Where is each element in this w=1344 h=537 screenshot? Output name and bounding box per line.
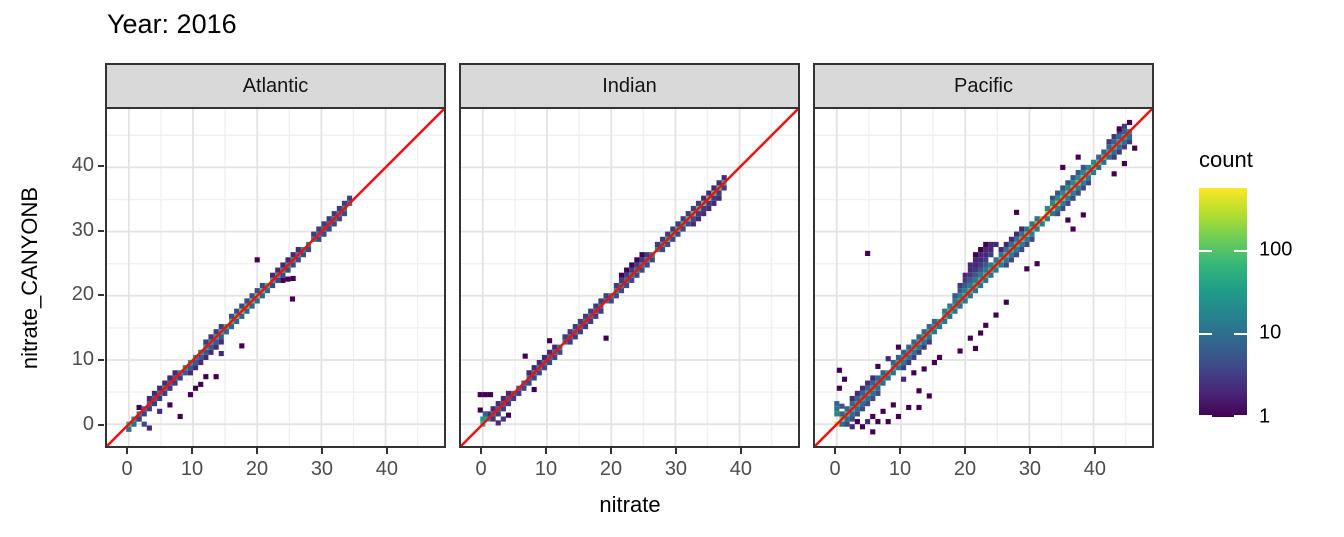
y-tick-label: 40	[71, 153, 94, 176]
facet-strip-indian: Indian	[459, 63, 800, 109]
x-tick-label: 0	[475, 458, 487, 480]
y-tick-mark	[98, 294, 104, 297]
y-tick-label: 20	[71, 283, 94, 306]
y-tick-label: 0	[82, 412, 94, 435]
legend-tick-label: 10	[1259, 321, 1282, 344]
panel-indian	[459, 107, 800, 448]
panel-plot-area	[461, 109, 798, 446]
legend-tick-mark	[1234, 415, 1247, 417]
legend-tick-mark	[1234, 333, 1247, 336]
x-tick-mark	[191, 448, 194, 454]
x-tick-mark	[963, 448, 966, 454]
x-tick-label: 0	[121, 458, 133, 480]
x-tick-label: 40	[729, 458, 753, 480]
legend-colorbar: 100 10 1	[1199, 188, 1292, 428]
x-tick-label: 30	[310, 458, 334, 480]
panel-atlantic	[105, 107, 446, 448]
facet-strip-pacific: Pacific	[813, 63, 1154, 109]
x-axis-title: nitrate	[599, 492, 661, 517]
legend-title: count	[1199, 147, 1253, 172]
legend-tick-label: 1	[1259, 405, 1271, 428]
x-tick-label: 0	[829, 458, 841, 480]
legend-tick-mark	[1199, 249, 1212, 252]
y-tick-mark	[98, 229, 104, 232]
x-tick-label: 30	[1018, 458, 1042, 480]
x-tick-label: 10	[534, 458, 558, 480]
y-tick-label: 30	[71, 218, 94, 241]
plot-title: Year: 2016	[107, 9, 237, 39]
facet-strip-label: Pacific	[954, 74, 1013, 97]
panel-plot-area	[815, 109, 1152, 446]
x-tick-mark	[609, 448, 612, 454]
x-tick-label: 20	[245, 458, 269, 480]
facet-strip-label: Indian	[602, 74, 657, 97]
legend-tick-mark	[1199, 333, 1212, 336]
legend-tick-label: 100	[1259, 238, 1293, 261]
y-tick-mark	[98, 359, 104, 362]
panel-pacific	[813, 107, 1154, 448]
y-tick-label: 10	[71, 348, 94, 371]
y-tick-mark	[98, 164, 104, 167]
x-tick-mark	[385, 448, 388, 454]
legend-tick-mark	[1199, 415, 1212, 417]
y-axis-title: nitrate_CANYONB	[17, 186, 42, 370]
x-tick-mark	[545, 448, 548, 454]
x-tick-mark	[126, 448, 129, 454]
x-tick-mark	[480, 448, 483, 454]
panel-plot-area	[107, 109, 444, 446]
x-tick-label: 30	[664, 458, 688, 480]
x-tick-label: 20	[953, 458, 977, 480]
x-tick-label: 20	[599, 458, 623, 480]
x-tick-mark	[739, 448, 742, 454]
x-tick-label: 10	[888, 458, 912, 480]
facet-strip-label: Atlantic	[242, 74, 309, 97]
x-tick-mark	[255, 448, 258, 454]
x-tick-mark	[1028, 448, 1031, 454]
y-tick-mark	[98, 423, 104, 426]
x-tick-mark	[674, 448, 677, 454]
x-tick-mark	[1093, 448, 1096, 454]
x-tick-label: 40	[375, 458, 399, 480]
x-tick-mark	[320, 448, 323, 454]
legend: count 100 10 1	[1199, 147, 1344, 428]
facet-strip-atlantic: Atlantic	[105, 63, 446, 109]
x-tick-label: 40	[1083, 458, 1107, 480]
legend-tick-mark	[1234, 249, 1247, 252]
x-tick-label: 10	[180, 458, 204, 480]
x-tick-mark	[899, 448, 902, 454]
x-tick-mark	[834, 448, 837, 454]
legend-gradient-bar	[1199, 188, 1247, 417]
